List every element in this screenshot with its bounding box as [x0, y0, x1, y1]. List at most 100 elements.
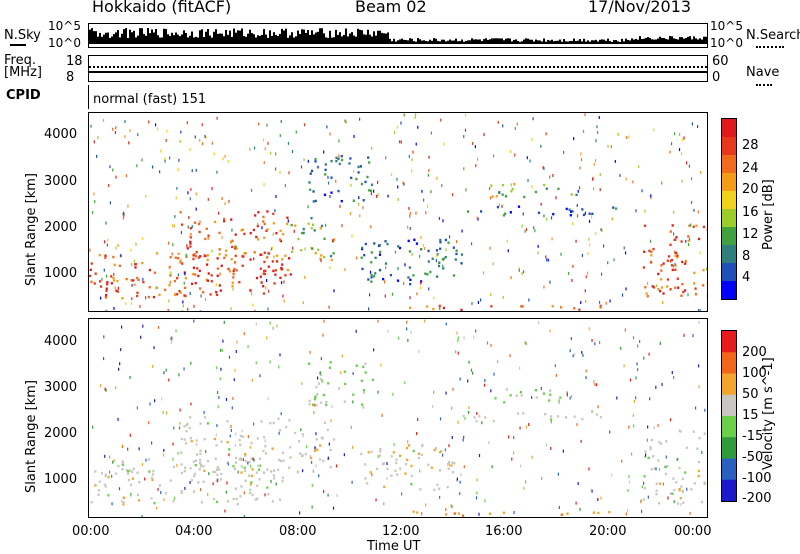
power-cell	[184, 286, 187, 289]
velocity-cell	[239, 457, 242, 460]
velocity-cell	[678, 429, 681, 432]
velocity-cell	[243, 491, 245, 495]
velocity-cell	[266, 468, 269, 471]
velocity-cell	[315, 438, 318, 441]
nsky-bar	[331, 37, 333, 44]
nsky-bar	[421, 40, 423, 44]
power-cell	[451, 193, 454, 197]
power-cell	[569, 214, 572, 217]
nsky-bar	[197, 37, 199, 44]
velocity-cell	[318, 372, 321, 376]
velocity-cell	[203, 469, 206, 473]
nsky-bar	[287, 37, 289, 44]
power-cell	[482, 271, 485, 275]
velocity-cell	[549, 329, 551, 333]
power-cell	[135, 242, 137, 246]
power-cell	[232, 276, 235, 279]
power-cell	[168, 299, 170, 303]
power-cell	[483, 133, 485, 137]
velocity-cell	[624, 328, 626, 332]
power-cell	[230, 257, 233, 261]
power-cell	[502, 214, 506, 217]
power-cell	[532, 117, 534, 121]
velocity-cell	[247, 345, 249, 349]
velocity-cell	[494, 397, 497, 400]
nsky-bar	[485, 38, 487, 44]
power-ytick-2000: 2000	[44, 220, 78, 235]
velocity-cell	[218, 395, 220, 399]
velocity-cell	[219, 478, 223, 481]
nsky-bar	[317, 31, 319, 44]
nsky-bar	[667, 39, 669, 44]
power-cell	[157, 127, 159, 131]
power-cell	[528, 298, 530, 302]
nsky-bar	[613, 40, 615, 44]
velocity-cell	[319, 458, 322, 461]
colorbar-segment	[722, 479, 736, 501]
velocity-cell	[640, 500, 642, 504]
velocity-cell	[444, 513, 448, 516]
power-cell	[673, 250, 676, 254]
velocity-cell	[212, 497, 216, 501]
velocity-cell	[611, 473, 613, 477]
power-cell	[218, 252, 221, 256]
freq-tick-high: 18	[66, 54, 83, 69]
velocity-cell	[308, 402, 311, 406]
nsky-bar	[237, 30, 239, 44]
velocity-cell	[281, 479, 284, 483]
power-cell	[658, 289, 662, 293]
power-cell	[231, 228, 233, 232]
velocity-cell	[643, 481, 645, 485]
power-cell	[294, 224, 297, 227]
nsky-bar	[151, 29, 153, 44]
power-cell	[272, 232, 274, 236]
velocity-cell	[373, 348, 375, 352]
power-cell	[379, 250, 382, 254]
nsky-bar	[457, 41, 459, 44]
nsky-bar	[93, 31, 95, 44]
velocity-cell	[673, 488, 676, 492]
power-cell	[139, 304, 141, 308]
velocity-cell	[386, 477, 388, 481]
power-cell	[653, 128, 655, 132]
velocity-cell	[207, 492, 209, 496]
velocity-cell	[313, 449, 316, 453]
power-cell	[682, 290, 685, 294]
power-cell	[660, 286, 664, 289]
nsky-bar	[109, 37, 111, 44]
power-cell	[697, 125, 699, 129]
velocity-cell	[214, 457, 217, 460]
velocity-cell	[107, 494, 110, 497]
velocity-cell	[112, 460, 114, 464]
power-cell	[439, 247, 442, 250]
power-cell	[90, 280, 93, 284]
velocity-ytick-2000: 2000	[44, 426, 78, 441]
power-cell	[197, 256, 200, 259]
nsky-bar	[467, 40, 469, 44]
nsky-bar	[89, 29, 91, 44]
velocity-cell	[343, 400, 346, 403]
power-cell	[192, 254, 195, 257]
velocity-cell	[269, 470, 273, 473]
velocity-cell	[225, 397, 228, 401]
power-cell	[598, 116, 600, 120]
nsky-bar	[257, 35, 259, 44]
velocity-cell	[703, 481, 706, 484]
power-cell	[438, 261, 441, 264]
power-cell	[235, 247, 238, 250]
power-cell	[549, 280, 551, 284]
velocity-cell	[445, 508, 447, 512]
power-cell	[188, 216, 190, 220]
power-cell	[207, 234, 210, 237]
power-cell	[650, 260, 652, 264]
power-cell	[436, 254, 438, 258]
power-cell	[307, 159, 309, 163]
power-cell	[233, 267, 236, 271]
velocity-cell	[240, 485, 243, 488]
power-cell	[302, 301, 304, 305]
nsky-bar	[165, 29, 167, 44]
velocity-cell	[548, 399, 551, 402]
power-cell	[510, 183, 512, 187]
power-cell	[197, 222, 201, 226]
velocity-cell	[512, 451, 515, 455]
